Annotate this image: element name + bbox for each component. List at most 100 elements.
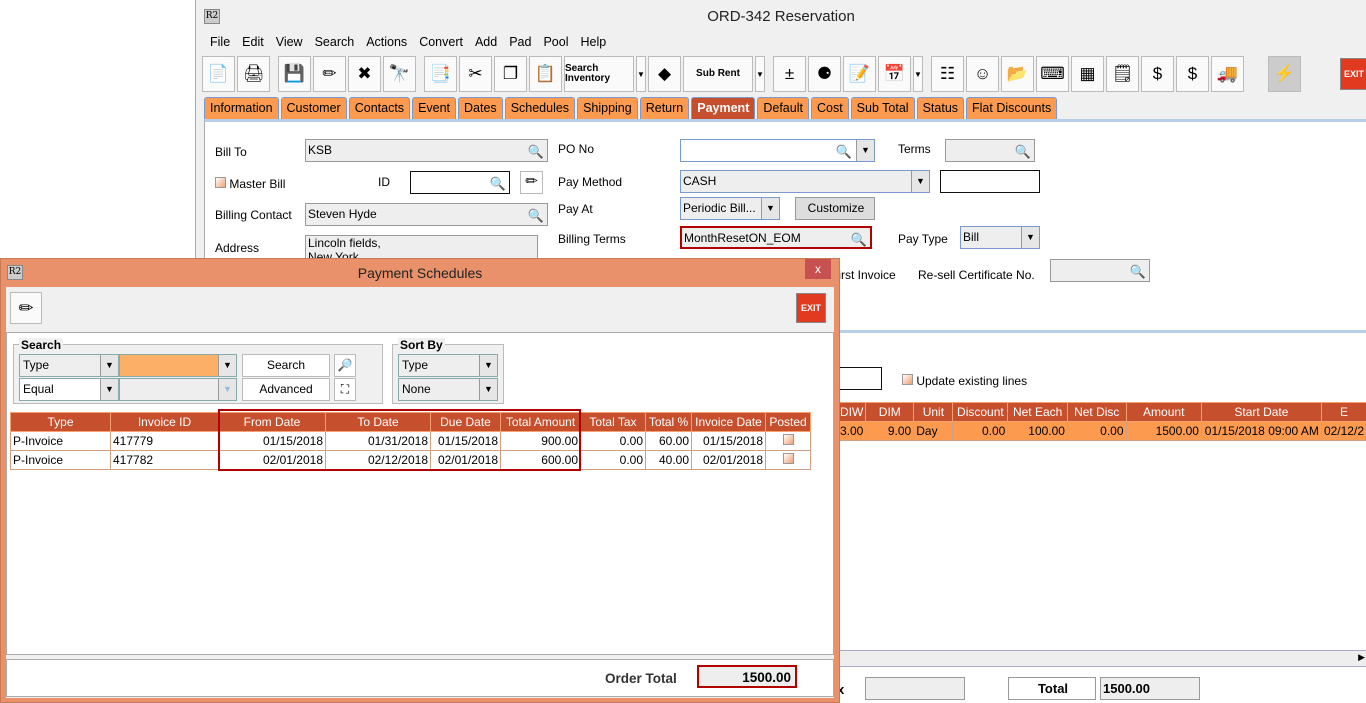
chevron-down-icon[interactable]: ▼ — [100, 355, 118, 376]
search-icon[interactable]: 🔍 — [850, 232, 867, 247]
column-header[interactable]: Total Amount — [500, 412, 581, 432]
menu-pool[interactable]: Pool — [543, 35, 569, 49]
customize-button[interactable]: Customize — [795, 197, 875, 220]
column-header[interactable]: Net Each — [1007, 402, 1068, 422]
advanced-search-icon[interactable]: ⛶ — [334, 378, 356, 401]
tab-event[interactable]: Event — [412, 97, 457, 119]
pay-at-select[interactable]: Periodic Bill... ▼ — [680, 197, 780, 220]
checkbox-icon[interactable] — [215, 177, 226, 188]
chevron-down-icon[interactable]: ▼ — [911, 171, 929, 192]
pay-type-select[interactable]: Bill ▼ — [960, 226, 1040, 249]
column-header[interactable]: Net Disc — [1066, 402, 1127, 422]
database-icon[interactable]: ▦ — [1071, 56, 1104, 92]
pay-method-select[interactable]: CASH ▼ — [680, 170, 930, 193]
search-button[interactable]: Search — [242, 354, 330, 377]
column-header[interactable]: Discount — [952, 402, 1009, 422]
menu-edit[interactable]: Edit — [242, 35, 264, 49]
folder-clock-icon[interactable]: 📂 — [1001, 56, 1034, 92]
resell-certificate-field[interactable]: 🔍 — [1050, 259, 1150, 282]
search-inventory-button[interactable]: Search Inventory — [564, 56, 634, 92]
tab-return[interactable]: Return — [639, 97, 690, 119]
binoculars-icon[interactable]: 🔭 — [383, 56, 416, 92]
tab-sub-total[interactable]: Sub Total — [850, 97, 915, 119]
chevron-down-icon[interactable]: ▼ — [218, 355, 236, 376]
tab-customer[interactable]: Customer — [280, 97, 347, 119]
edit-document-icon[interactable]: 🗒 — [1106, 56, 1139, 92]
calendar-icon[interactable]: 📅 — [878, 56, 911, 92]
tab-default[interactable]: Default — [757, 97, 809, 119]
posted-checkbox[interactable] — [782, 453, 794, 464]
chevron-down-icon[interactable]: ▼ — [479, 355, 497, 376]
search-field-select[interactable]: Type ▼ — [19, 354, 119, 377]
column-header[interactable]: Due Date — [430, 412, 501, 432]
edit-pencil-icon[interactable]: ✏ — [520, 171, 543, 194]
dropdown-arrow-icon[interactable]: ▼ — [636, 56, 646, 92]
tab-cost[interactable]: Cost — [810, 97, 849, 119]
chevron-down-icon[interactable]: ▼ — [856, 140, 874, 161]
update-existing-checkbox[interactable]: Update existing lines — [902, 374, 1027, 388]
money-forward-icon[interactable]: $ — [1141, 56, 1174, 92]
sort-order-select[interactable]: None ▼ — [398, 378, 498, 401]
id-field[interactable]: 🔍 — [410, 171, 510, 194]
smiley-icon[interactable]: ☺ — [966, 56, 999, 92]
copy-document-icon[interactable]: 📑 — [424, 56, 457, 92]
chevron-down-icon[interactable]: ▼ — [761, 198, 779, 219]
column-header[interactable]: Amount — [1125, 402, 1202, 422]
table-row[interactable]: P-Invoice 417779 01/15/2018 01/31/2018 01/15… — [10, 431, 811, 451]
column-header[interactable]: Invoice ID — [110, 412, 219, 432]
edit-pencil-icon[interactable]: ✏ — [10, 292, 42, 324]
dropdown-arrow-icon[interactable]: ▼ — [755, 56, 765, 92]
tab-flat-discounts[interactable]: Flat Discounts — [966, 97, 1058, 119]
menu-convert[interactable]: Convert — [419, 35, 463, 49]
posted-checkbox[interactable] — [782, 434, 794, 445]
edit-pencil-icon[interactable]: ✏ — [313, 56, 346, 92]
column-header[interactable]: Total % — [645, 412, 692, 432]
column-header[interactable]: Unit — [913, 402, 954, 422]
column-header[interactable]: Posted — [765, 412, 811, 432]
help-balls-icon[interactable]: ⚈ — [808, 56, 841, 92]
tab-payment[interactable]: Payment — [691, 97, 756, 119]
scroll-right-icon[interactable]: ▶ — [1358, 652, 1365, 662]
copy-icon[interactable]: ❐ — [494, 56, 527, 92]
delete-x-icon[interactable]: ✖ — [348, 56, 381, 92]
paste-icon[interactable]: 📋 — [529, 56, 562, 92]
lightning-icon[interactable]: ⚡ — [1268, 56, 1301, 92]
bill-to-field[interactable]: KSB 🔍 — [305, 139, 548, 162]
search-magnifier-icon[interactable]: 🔎 — [334, 354, 356, 377]
search-icon[interactable]: 🔍 — [489, 176, 506, 191]
exit-button[interactable]: EXIT — [1340, 58, 1366, 90]
horizontal-scrollbar[interactable]: ▶ — [837, 650, 1366, 667]
new-document-icon[interactable]: 📄 — [202, 56, 235, 92]
add-remove-icon[interactable]: ± — [773, 56, 806, 92]
menu-pad[interactable]: Pad — [509, 35, 532, 49]
po-no-field[interactable]: 🔍 ▼ — [680, 139, 875, 162]
tab-contacts[interactable]: Contacts — [348, 97, 411, 119]
billing-contact-field[interactable]: Steven Hyde 🔍 — [305, 203, 548, 226]
menu-help[interactable]: Help — [580, 35, 607, 49]
column-header[interactable]: Type — [10, 412, 111, 432]
column-header[interactable]: Total Tax — [580, 412, 646, 432]
column-header[interactable]: E — [1320, 402, 1366, 422]
column-header[interactable]: Start Date — [1200, 402, 1322, 422]
close-button[interactable]: x — [805, 259, 831, 279]
menu-search[interactable]: Search — [314, 35, 355, 49]
search-value2-select[interactable]: ▼ — [119, 378, 237, 401]
search-icon[interactable]: 🔍 — [835, 144, 852, 159]
pay-method-extra-field[interactable] — [940, 170, 1040, 193]
column-header[interactable]: To Date — [325, 412, 431, 432]
menu-add[interactable]: Add — [474, 35, 498, 49]
save-icon[interactable]: 💾 — [278, 56, 311, 92]
column-header[interactable]: DIW — [836, 402, 867, 422]
menu-actions[interactable]: Actions — [366, 35, 408, 49]
tab-information[interactable]: Information — [204, 97, 279, 119]
operator-select[interactable]: Equal ▼ — [19, 378, 119, 401]
checkbox-icon[interactable] — [902, 374, 913, 385]
tab-dates[interactable]: Dates — [458, 97, 503, 119]
exit-button[interactable]: EXIT — [796, 293, 826, 323]
dropdown-arrow-icon[interactable]: ▼ — [913, 56, 923, 92]
tab-shipping[interactable]: Shipping — [577, 97, 638, 119]
billing-terms-field[interactable]: MonthResetON_EOM 🔍 — [680, 226, 872, 249]
search-icon[interactable]: 🔍 — [1129, 264, 1146, 279]
master-bill-checkbox[interactable]: Master Bill — [215, 177, 285, 191]
column-header[interactable]: DIM — [865, 402, 915, 422]
